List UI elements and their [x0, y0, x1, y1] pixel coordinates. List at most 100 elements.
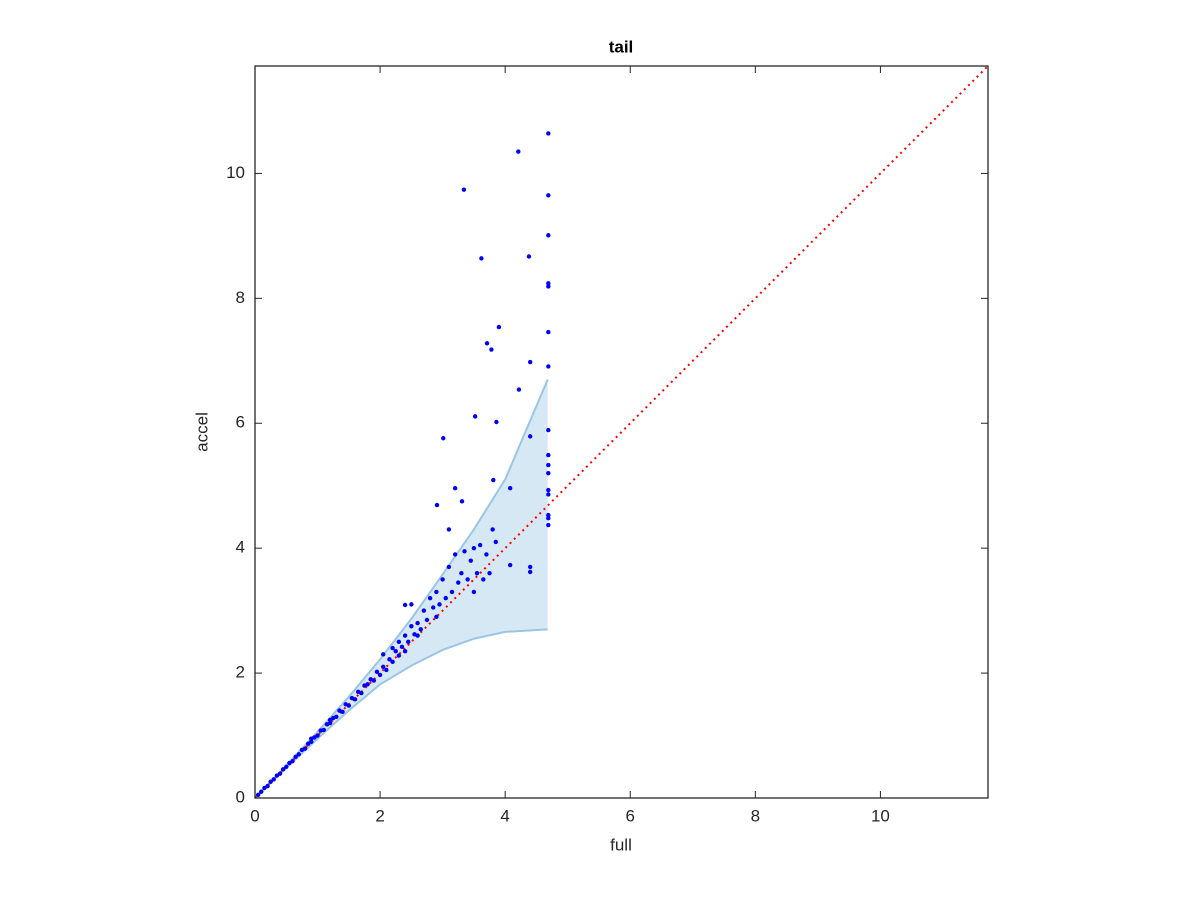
scatter-point	[365, 682, 370, 687]
scatter-point	[359, 690, 364, 696]
scatter-point	[259, 789, 264, 794]
scatter-point	[461, 187, 467, 192]
scatter-point	[546, 281, 551, 286]
scatter-point	[284, 764, 289, 769]
scatter-point	[296, 752, 301, 757]
scatter-point	[546, 131, 551, 136]
scatter-point	[546, 492, 551, 497]
x-tick-label: 0	[250, 806, 259, 825]
scatter-point	[437, 602, 442, 607]
y-tick-label: 4	[236, 538, 245, 557]
scatter-point	[507, 562, 513, 568]
scatter-point	[526, 254, 532, 259]
scatter-point	[321, 727, 326, 733]
scatter-point	[346, 703, 352, 708]
scatter-point	[494, 419, 499, 425]
scatter-point	[334, 714, 339, 720]
y-tick-label: 0	[236, 787, 245, 806]
scatter-point	[496, 324, 502, 330]
scatter-point	[393, 649, 398, 654]
scatter-point	[309, 736, 314, 741]
scatter-point	[527, 359, 533, 365]
scatter-point	[381, 652, 386, 657]
scatter-point	[374, 669, 380, 675]
scatter-point	[546, 487, 551, 493]
scatter-point	[471, 545, 477, 551]
chart-title: tail	[609, 37, 634, 56]
scatter-point	[546, 364, 551, 369]
scatter-point	[546, 515, 551, 521]
scatter-point	[293, 754, 298, 759]
scatter-point	[381, 664, 386, 670]
scatter-point	[309, 739, 314, 744]
y-tick-label: 2	[236, 663, 245, 682]
y-axis-label: accel	[192, 412, 211, 452]
y-tick-label: 8	[236, 288, 245, 307]
scatter-point	[396, 653, 402, 658]
scatter-point	[390, 645, 395, 651]
scatter-point	[377, 672, 383, 678]
reference-line	[254, 65, 989, 799]
scatter-point	[465, 577, 470, 582]
scatter-point	[459, 570, 464, 576]
scatter-point	[493, 539, 498, 545]
scatter-point	[546, 284, 551, 289]
x-tick-label: 10	[871, 806, 890, 825]
scatter-point	[459, 499, 465, 504]
scatter-point	[255, 792, 261, 798]
scatter-point	[527, 569, 533, 575]
scatter-point	[427, 595, 433, 601]
scatter-point	[340, 709, 345, 715]
x-axis-label: full	[610, 835, 632, 854]
scatter-point	[477, 542, 483, 548]
scatter-point	[434, 502, 440, 508]
scatter-point	[546, 512, 551, 518]
scatter-point	[474, 570, 480, 576]
scatter-point	[446, 527, 452, 532]
scatter-point	[487, 570, 492, 576]
scatter-point	[434, 614, 439, 620]
scatter-point	[399, 644, 405, 650]
scatter-point	[481, 577, 486, 582]
scatter-point	[352, 697, 358, 702]
band-lower-edge	[254, 628, 548, 799]
scatter-point	[546, 233, 551, 238]
scatter-point	[440, 577, 445, 582]
scatter-point	[452, 552, 458, 557]
scatter-point	[431, 605, 436, 610]
scatter-point	[546, 522, 551, 528]
scatter-point	[527, 434, 533, 439]
scatter-point	[371, 678, 377, 683]
scatter-point	[479, 256, 484, 261]
band-area	[255, 379, 548, 798]
y-tick-label: 6	[236, 413, 245, 432]
scatter-point	[527, 564, 533, 570]
scatter-point	[290, 758, 295, 764]
scatter-point	[268, 779, 273, 784]
scatter-point	[491, 477, 496, 483]
scatter-point	[406, 639, 411, 645]
scatter-point	[415, 620, 420, 626]
scatter-point	[507, 486, 513, 491]
scatter-point	[387, 657, 392, 662]
scatter-point	[327, 720, 333, 726]
scatter-point	[443, 595, 448, 601]
x-tick-label: 2	[375, 806, 384, 825]
scatter-point	[280, 767, 286, 772]
scatter-point	[484, 341, 490, 346]
scatter-point	[472, 414, 478, 419]
x-tick-label: 6	[626, 806, 635, 825]
scatter-point	[415, 633, 420, 638]
scatter-point	[462, 549, 467, 554]
scatter-point	[546, 427, 551, 433]
scatter-point	[441, 436, 446, 441]
scatter-point	[396, 639, 402, 645]
scatter-point	[546, 471, 551, 476]
scatter-point	[489, 347, 494, 352]
scatter-point	[402, 633, 408, 638]
scatter-point	[456, 580, 461, 585]
scatter-point	[409, 602, 414, 607]
scatter-point	[424, 617, 430, 623]
